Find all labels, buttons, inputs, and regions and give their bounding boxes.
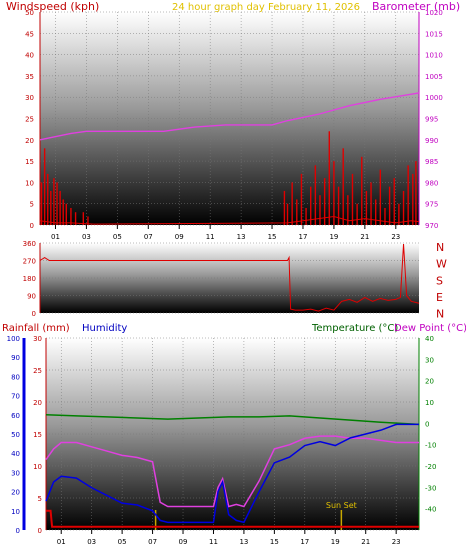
x-tick-label: 11: [206, 233, 215, 241]
rainfall-tick-label: 25: [33, 367, 42, 375]
humidity-tick-label: 40: [11, 450, 20, 458]
windspeed-tick-label: 15: [25, 158, 34, 166]
direction-tick-label: 0: [32, 310, 36, 318]
windspeed-tick-label: 25: [25, 116, 34, 124]
windspeed-tick-label: 40: [25, 52, 34, 60]
humidity-tick-label: 20: [11, 489, 20, 497]
humidity-tick-label: 30: [11, 469, 20, 477]
compass-label: W: [436, 258, 447, 271]
humidity-tick-label: 60: [11, 412, 20, 420]
direction-tick-label: 360: [23, 240, 36, 248]
barometer-tick-label: 1015: [425, 30, 443, 38]
windspeed-tick-label: 0: [30, 222, 34, 230]
x-tick-label: 13: [237, 233, 246, 241]
x-tick-label: 07: [144, 233, 153, 241]
direction-tick-label: 90: [27, 293, 36, 301]
rainfall-tick-label: 15: [33, 431, 42, 439]
temperature-tick-label: 40: [425, 335, 434, 343]
windspeed-tick-label: 30: [25, 94, 34, 102]
compass-label: N: [436, 308, 444, 321]
humidity-line: [45, 423, 419, 524]
temperature-tick-label: 30: [425, 356, 434, 364]
direction-tick-label: 270: [23, 258, 36, 266]
humidity-tick-label: 90: [11, 354, 20, 362]
x-tick-label: 21: [360, 233, 369, 241]
rainfall-tick-label: 20: [33, 399, 42, 407]
humidity-tick-label: 10: [11, 508, 20, 516]
rainfall-line: [46, 509, 419, 528]
windspeed-tick-label: 45: [25, 30, 34, 38]
windspeed-title: Windspeed (kph): [6, 0, 99, 13]
x-tick-label: 05: [113, 233, 122, 241]
rainfall-label: Rainfall (mm): [2, 323, 70, 334]
x-tick-label: 17: [299, 233, 308, 241]
barometer-tick-label: 970: [425, 222, 438, 230]
x-tick-label: 15: [270, 538, 279, 546]
windspeed-tick-label: 50: [25, 9, 34, 17]
barometer-tick-label: 980: [425, 179, 438, 187]
x-tick-label: 19: [331, 538, 340, 546]
x-tick-label: 23: [391, 233, 400, 241]
windspeed-tick-label: 20: [25, 137, 34, 145]
x-tick-label: 09: [179, 538, 188, 546]
graph-date-title: 24 hour graph day February 11, 2026: [172, 2, 360, 13]
temperature-tick-label: 0: [425, 420, 429, 428]
temperature-tick-label: -20: [425, 463, 436, 471]
compass-label: N: [436, 241, 444, 254]
temperature-tick-label: 20: [425, 378, 434, 386]
barometer-title: Barometer (mb): [372, 0, 460, 13]
windspeed-tick-label: 35: [25, 73, 34, 81]
humidity-tick-label: 0: [16, 527, 20, 535]
x-tick-label: 13: [239, 538, 248, 546]
x-tick-label: 07: [148, 538, 157, 546]
rainfall-tick-label: 10: [33, 463, 42, 471]
rainfall-tick-label: 5: [38, 495, 42, 503]
barometer-line: [39, 92, 420, 141]
x-tick-label: 01: [51, 233, 60, 241]
x-tick-label: 03: [87, 538, 96, 546]
windspeed-tick-label: 10: [25, 179, 34, 187]
x-tick-label: 01: [57, 538, 66, 546]
barometer-tick-label: 990: [425, 137, 438, 145]
windspeed-line: [39, 215, 420, 225]
windspeed-tick-label: 5: [30, 201, 34, 209]
barometer-tick-label: 1010: [425, 52, 443, 60]
rainfall-tick-label: 0: [38, 527, 42, 535]
barometer-tick-label: 995: [425, 116, 438, 124]
temperature-label: Temperature (°C): [311, 323, 398, 334]
rainfall-tick-label: 30: [33, 335, 42, 343]
barometer-tick-label: 985: [425, 158, 438, 166]
compass-label: E: [436, 291, 443, 304]
x-tick-label: 11: [209, 538, 218, 546]
x-tick-label: 17: [300, 538, 309, 546]
x-tick-label: 15: [268, 233, 277, 241]
barometer-tick-label: 1020: [425, 9, 443, 17]
temperature-line: [45, 414, 420, 426]
x-tick-label: 23: [392, 538, 401, 546]
wind-direction-line: [39, 243, 420, 312]
humidity-tick-label: 70: [11, 393, 20, 401]
humidity-tick-label: 50: [11, 431, 20, 439]
barometer-tick-label: 1000: [425, 94, 443, 102]
x-tick-label: 19: [329, 233, 338, 241]
temperature-tick-label: -40: [425, 506, 436, 514]
temperature-tick-label: -30: [425, 484, 436, 492]
sun-set-label: Sun Set: [326, 501, 357, 510]
barometer-tick-label: 1005: [425, 73, 443, 81]
x-tick-label: 03: [82, 233, 91, 241]
x-tick-label: 05: [118, 538, 127, 546]
humidity-tick-label: 100: [7, 335, 20, 343]
humidity-label: Humidity: [82, 323, 127, 334]
barometer-tick-label: 975: [425, 201, 438, 209]
direction-tick-label: 180: [23, 275, 36, 283]
compass-label: S: [436, 274, 443, 287]
temperature-tick-label: 10: [425, 399, 434, 407]
temperature-tick-label: -10: [425, 442, 436, 450]
dewpoint-label: Dew Point (°C): [394, 323, 466, 334]
humidity-tick-label: 80: [11, 373, 20, 381]
x-tick-label: 09: [175, 233, 184, 241]
dewpoint-line: [45, 435, 419, 508]
x-tick-label: 21: [361, 538, 370, 546]
